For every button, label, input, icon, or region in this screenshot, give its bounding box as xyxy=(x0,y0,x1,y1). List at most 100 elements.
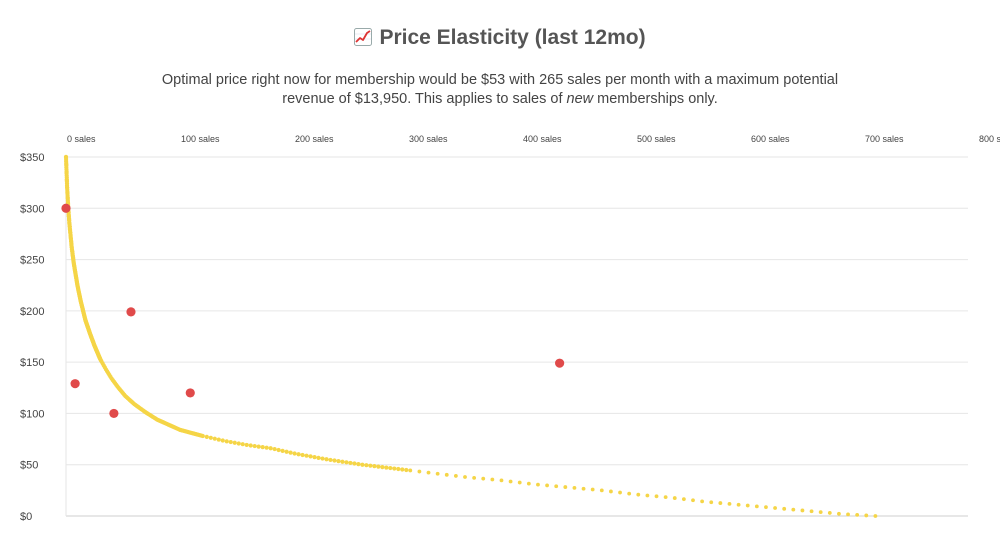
curve-dot xyxy=(691,498,695,503)
y-tick-label: $100 xyxy=(20,408,44,420)
y-tick-label: $300 xyxy=(20,203,44,215)
curve-dot xyxy=(256,444,261,449)
curve-dot xyxy=(426,470,431,475)
curve-dot xyxy=(408,468,413,473)
curve-dot xyxy=(400,467,405,472)
curve-dot xyxy=(654,494,659,499)
y-tick-label: $200 xyxy=(20,306,44,318)
y-tick-label: $250 xyxy=(20,255,44,267)
curve-dot xyxy=(244,442,249,448)
x-tick-label: 400 sales xyxy=(523,134,562,144)
curve-dot xyxy=(220,438,225,443)
curve-dot xyxy=(64,170,69,175)
curve-dot xyxy=(672,496,677,500)
curve-dot xyxy=(65,190,70,195)
y-tick-label: $350 xyxy=(20,152,44,164)
curve-dot xyxy=(764,505,768,510)
curve-dot xyxy=(280,448,285,453)
curve-dot xyxy=(372,464,377,469)
y-tick-label: $150 xyxy=(20,357,44,369)
curve-dot xyxy=(727,501,732,506)
curve-dot xyxy=(364,463,369,468)
data-point xyxy=(70,379,80,389)
curve-dot xyxy=(352,461,357,466)
x-tick-label: 600 sales xyxy=(751,134,790,144)
data-point xyxy=(109,408,119,419)
curve-dot xyxy=(700,499,705,504)
curve-dot xyxy=(663,495,668,500)
curve-dot xyxy=(304,453,309,458)
curve-dot xyxy=(618,490,622,495)
x-tick-label: 500 sales xyxy=(637,134,676,144)
x-tick-label: 300 sales xyxy=(409,134,448,144)
curve-dot xyxy=(392,466,397,471)
curve-dot xyxy=(356,462,361,467)
curve-dot xyxy=(745,503,750,508)
curve-dot xyxy=(718,501,723,505)
data-point xyxy=(126,307,136,317)
curve-dot xyxy=(453,474,458,478)
curve-dot xyxy=(332,458,337,463)
curve-dot xyxy=(709,500,714,505)
y-tick-label: $50 xyxy=(20,460,38,472)
curve-dot xyxy=(536,482,540,487)
curve-dot xyxy=(376,464,381,469)
curve-dot xyxy=(284,449,289,454)
curve-dot xyxy=(66,213,71,219)
curve-dot xyxy=(873,514,878,518)
x-tick-label: 0 sales xyxy=(67,134,96,144)
curve-dot xyxy=(736,502,741,507)
curve-dot xyxy=(212,436,217,441)
curve-dot xyxy=(572,485,577,490)
curve-dot xyxy=(360,462,365,467)
data-point xyxy=(555,358,565,368)
curve-dot xyxy=(368,463,373,468)
x-tick-label: 100 sales xyxy=(181,134,220,144)
curve-dot xyxy=(388,465,393,471)
curve-dot xyxy=(380,465,385,470)
curve-dot xyxy=(272,446,277,452)
curve-dot xyxy=(846,512,850,517)
x-tick-label: 800 sales xyxy=(979,134,1000,144)
curve-dot xyxy=(645,493,650,498)
subtitle-emphasis: new xyxy=(566,91,594,107)
curve-dot xyxy=(236,441,241,446)
curve-dot xyxy=(216,437,221,442)
curve-dot xyxy=(563,485,568,489)
y-tick-label: $0 xyxy=(20,511,32,523)
subtitle-text-end: memberships only. xyxy=(593,91,718,107)
curve-dot xyxy=(64,162,69,167)
curve-dot xyxy=(554,484,559,489)
curve-dot xyxy=(818,510,823,515)
curve-dot xyxy=(681,497,686,502)
curve-dot xyxy=(67,217,72,222)
data-point xyxy=(61,203,71,213)
curve-dot xyxy=(463,475,467,479)
curve-dot xyxy=(204,434,209,439)
curve-dot xyxy=(224,439,229,444)
curve-dot xyxy=(481,476,486,481)
chart-title: Price Elasticity (last 12mo) xyxy=(0,26,1000,50)
curve-dot xyxy=(336,459,341,464)
curve-dot xyxy=(63,154,69,160)
chart-increasing-icon xyxy=(354,28,373,46)
curve-dot xyxy=(65,185,70,190)
curve-dot xyxy=(636,492,641,497)
curve-dot xyxy=(276,447,281,453)
curve-dot xyxy=(328,457,333,463)
curve-dot xyxy=(827,511,832,515)
curve-dot xyxy=(855,513,860,517)
curve-dot xyxy=(545,483,549,488)
curve-dot xyxy=(837,511,841,516)
curve-dot xyxy=(260,445,265,450)
curve-dot xyxy=(472,475,477,480)
curve-dot xyxy=(396,466,401,472)
curve-dot xyxy=(320,456,325,461)
curve-dot xyxy=(292,451,297,456)
x-tick-label: 200 sales xyxy=(295,134,334,144)
curve-dot xyxy=(65,195,70,201)
curve-dot xyxy=(340,459,345,464)
subtitle-text: Optimal price right now for membership w… xyxy=(161,72,839,107)
curve-dot xyxy=(864,513,869,518)
